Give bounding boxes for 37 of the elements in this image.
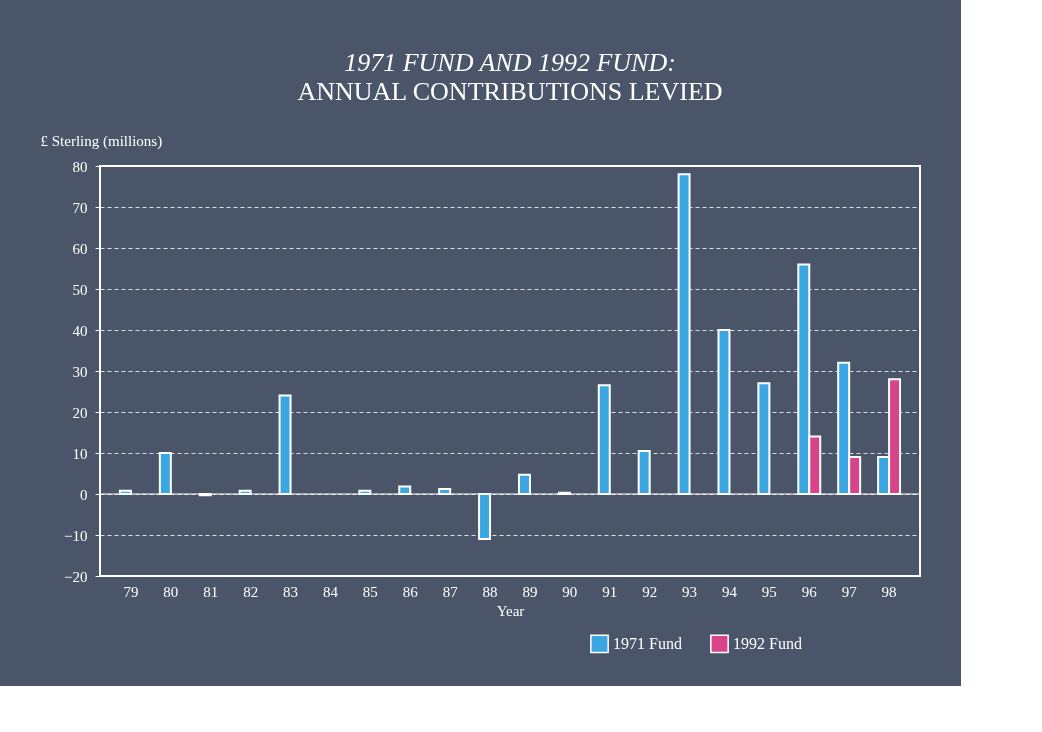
x-tick-label: 98 (881, 583, 897, 600)
legend-label: 1971 Fund (613, 634, 682, 652)
x-tick-label: 92 (642, 583, 658, 600)
x-axis-title: Year (496, 602, 525, 619)
x-tick-label: 84 (322, 583, 339, 600)
x-tick-label: 81 (203, 583, 219, 600)
x-tick-label: 96 (801, 583, 818, 600)
legend-label: 1992 Fund (733, 634, 802, 652)
x-tick-label: 94 (721, 583, 738, 600)
y-axis-title: £ Sterling (millions) (40, 132, 163, 150)
x-tick-label: 87 (442, 583, 459, 600)
y-tick-label: 20 (72, 404, 88, 421)
chart-subtitle: ANNUAL CONTRIBUTIONS LEVIED (297, 77, 723, 106)
x-tick-label: 80 (163, 583, 179, 600)
x-tick-label: 91 (602, 583, 618, 600)
x-tick-label: 90 (562, 583, 578, 600)
x-tick-label: 86 (402, 583, 419, 600)
y-tick-label: 60 (72, 240, 88, 257)
y-tick-label: 80 (72, 158, 88, 175)
y-tick-label: 70 (72, 199, 88, 216)
chart-title: 1971 FUND AND 1992 FUND: (344, 48, 676, 77)
x-tick-label: 88 (482, 583, 498, 600)
y-tick-label: −10 (64, 527, 88, 544)
x-tick-label: 89 (522, 583, 538, 600)
y-tick-label: 50 (72, 281, 88, 298)
x-tick-label: 97 (841, 583, 858, 600)
y-tick-label: 0 (80, 486, 88, 503)
x-tick-label: 83 (283, 583, 299, 600)
y-tick-label: 30 (72, 363, 88, 380)
y-tick-label: 40 (72, 322, 88, 339)
y-tick-label: −20 (64, 568, 88, 585)
y-tick-label: 10 (72, 445, 88, 462)
x-tick-label: 93 (682, 583, 698, 600)
x-tick-label: 95 (761, 583, 777, 600)
x-tick-label: 85 (362, 583, 378, 600)
x-tick-label: 79 (123, 583, 139, 600)
x-tick-label: 82 (243, 583, 259, 600)
